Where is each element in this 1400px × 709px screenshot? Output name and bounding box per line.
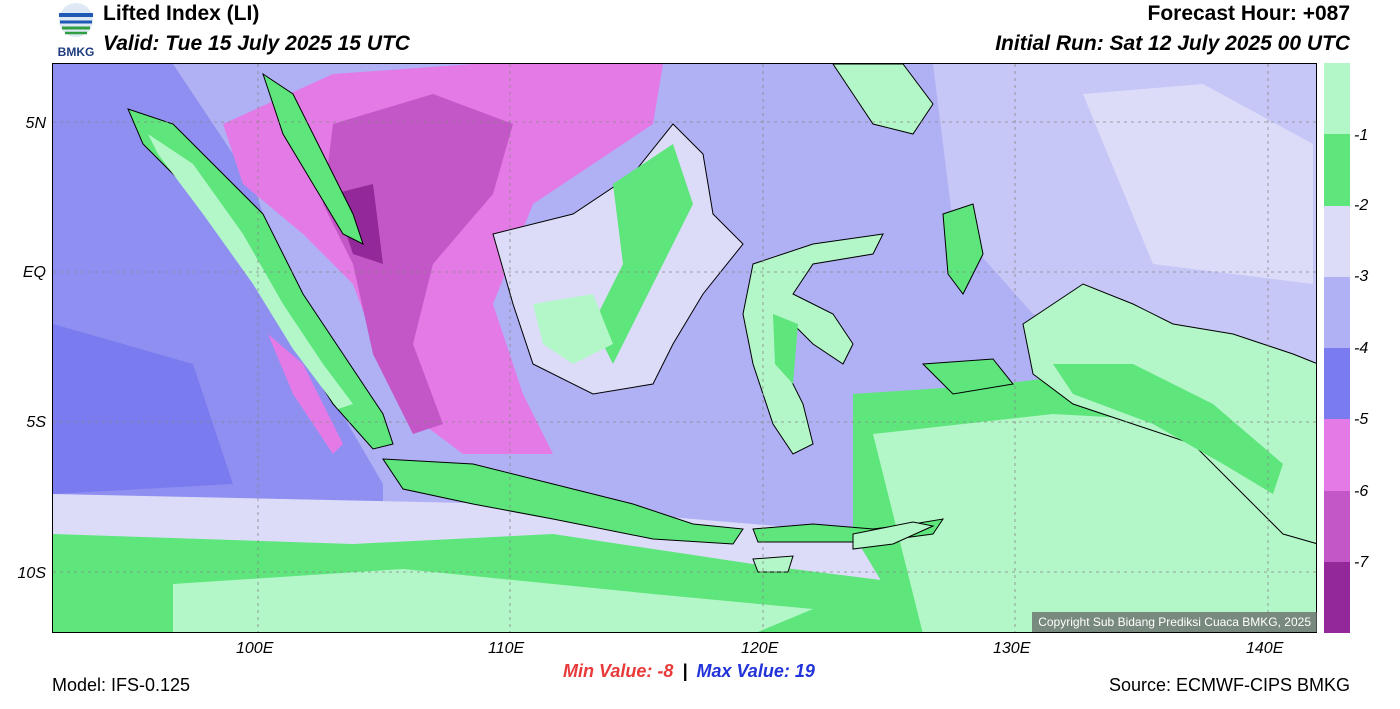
max-value: 19: [794, 661, 815, 681]
colorbar-swatch: [1324, 491, 1350, 562]
map-canvas: [53, 64, 1316, 632]
colorbar-label: -5: [1354, 411, 1369, 428]
copyright-notice: Copyright Sub Bidang Prediksi Cuaca BMKG…: [1032, 612, 1317, 632]
colorbar-swatch: [1324, 206, 1350, 277]
lat-label-eq: EQ: [22, 264, 46, 281]
colorbar-label: -2: [1354, 197, 1369, 214]
colorbar-label: -1: [1354, 127, 1369, 144]
lon-label-140e: 140E: [1246, 640, 1284, 657]
lon-label-110e: 110E: [488, 640, 525, 657]
colorbar-swatch: [1324, 63, 1350, 134]
colorbar: [1324, 63, 1350, 633]
lon-label-100e: 100E: [236, 640, 274, 657]
chart-title: Lifted Index (LI): [103, 2, 260, 25]
colorbar-swatch: [1324, 419, 1350, 491]
forecast-hour: Forecast Hour: +087: [1147, 2, 1351, 25]
lon-label-130e: 130E: [993, 640, 1031, 657]
model-label: Model: IFS-0.125: [52, 675, 191, 695]
value-separator: |: [682, 661, 688, 681]
source-label: Source: ECMWF-CIPS BMKG: [1108, 675, 1350, 695]
logo-text: BMKG: [58, 45, 95, 58]
colorbar-swatch: [1324, 277, 1350, 348]
colorbar-swatch: [1324, 348, 1350, 419]
colorbar-label: -4: [1354, 340, 1369, 357]
max-value-group: Max Value: 19: [696, 661, 814, 681]
colorbar-label: -6: [1354, 483, 1369, 500]
lat-label-10s: 10S: [17, 565, 46, 582]
min-value: -8: [657, 661, 674, 681]
bmkg-logo: BMKG: [52, 2, 100, 59]
colorbar-swatches: [1324, 63, 1350, 633]
lat-label-5n: 5N: [25, 115, 46, 132]
initial-run: Initial Run: Sat 12 July 2025 00 UTC: [995, 32, 1350, 55]
lat-label-5s: 5S: [26, 414, 46, 431]
bmkg-logo-icon: BMKG: [58, 3, 95, 59]
max-value-label: Max Value:: [696, 661, 790, 681]
min-max-values: Min Value: -8 | Max Value: 19: [563, 661, 815, 682]
min-value-label: Min Value:: [563, 661, 653, 681]
valid-time: Valid: Tue 15 July 2025 15 UTC: [103, 32, 410, 55]
colorbar-label: -3: [1354, 268, 1369, 285]
colorbar-swatch: [1324, 134, 1350, 206]
colorbar-swatch: [1324, 562, 1350, 633]
colorbar-label: -7: [1354, 554, 1369, 571]
lon-label-120e: 120E: [741, 640, 779, 657]
lifted-index-map: [52, 63, 1317, 633]
min-value-group: Min Value: -8: [563, 661, 678, 681]
